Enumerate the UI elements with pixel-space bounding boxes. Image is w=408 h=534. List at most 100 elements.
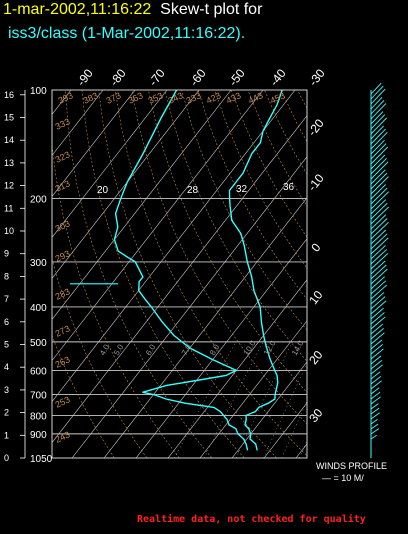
isotherm-line <box>52 115 307 444</box>
wind-barb <box>370 300 387 315</box>
pressure-label: 500 <box>30 338 47 349</box>
adiabat-label: 343 <box>167 90 185 105</box>
isotherm-line <box>52 90 104 156</box>
height-label: 11 <box>4 203 13 213</box>
height-label: 2 <box>4 408 9 418</box>
wind-barb <box>370 412 380 420</box>
wind-barb <box>370 176 389 195</box>
isotherm-label: -60 <box>187 66 209 89</box>
adiabat-label: 273 <box>54 323 72 338</box>
adiabat-label: 263 <box>54 354 72 369</box>
isotherm-line <box>52 90 232 321</box>
pressure-label: 900 <box>30 430 47 441</box>
wind-barb <box>370 157 387 175</box>
mixing-ratio-line <box>263 363 307 458</box>
isotherm-label: -90 <box>74 66 96 89</box>
isotherm-line <box>135 238 307 458</box>
wind-barb <box>370 355 382 365</box>
pressure-label: 400 <box>30 303 47 314</box>
height-label: 10 <box>4 226 14 236</box>
isotherm-line <box>231 361 307 458</box>
wind-barb <box>370 371 381 380</box>
isotherm-label: -70 <box>146 66 168 89</box>
dry-adiabat-line <box>114 90 307 457</box>
isotherm-line <box>103 197 307 458</box>
pressure-label: 700 <box>30 391 47 402</box>
adiabat-label: 353 <box>147 90 165 105</box>
title-text: Skew-t plot for <box>151 1 262 18</box>
isotherm-line <box>199 320 307 458</box>
isotherm-line <box>295 443 307 458</box>
wind-barb <box>370 199 387 215</box>
wind-barb <box>370 143 387 160</box>
adiabat-label: 433 <box>225 90 243 105</box>
dry-adiabat-line <box>81 90 245 458</box>
isotherm-line <box>52 90 136 197</box>
pressure-label: 300 <box>30 258 47 269</box>
wind-barb <box>370 187 388 205</box>
mixing-ratio-label: 32 <box>236 184 248 195</box>
dry-adiabat-line <box>264 90 307 175</box>
wind-barb <box>370 184 387 200</box>
wind-barb <box>370 253 389 270</box>
dry-adiabat-line <box>331 90 408 458</box>
height-label: 4 <box>4 362 9 372</box>
wind-barb <box>370 260 386 275</box>
wind-barb <box>370 237 389 255</box>
mixing-ratio-label: 28 <box>187 185 199 196</box>
wind-barb <box>370 284 388 300</box>
dry-adiabat-line <box>397 90 408 458</box>
wind-barb <box>370 99 385 115</box>
wind-profile <box>370 82 390 458</box>
title-datetime: 1-mar-2002,11:16:22 <box>3 1 152 18</box>
pressure-label: 200 <box>30 194 47 205</box>
adiabat-label: 303 <box>54 218 72 233</box>
adiabat-label: 393 <box>57 90 75 105</box>
wind-barb <box>370 328 384 340</box>
wind-barb <box>370 407 380 415</box>
wind-barb <box>370 221 389 240</box>
grid-layer <box>52 90 408 458</box>
isotherm-line <box>52 90 264 362</box>
wind-barb <box>370 245 386 260</box>
pressure-label: 1050 <box>30 454 53 465</box>
height-label: 7 <box>4 294 9 304</box>
mixing-ratio-line <box>235 341 293 458</box>
adiabat-label: 243 <box>54 429 72 444</box>
profile-layer <box>70 90 283 451</box>
wind-barb <box>370 359 383 370</box>
wind-barb <box>370 387 380 395</box>
chart-title: 1-mar-2002,11:16:22 Skew-t plot for <box>3 1 262 19</box>
dry-adiabat-line <box>52 140 180 458</box>
wind-barb <box>370 312 385 325</box>
height-label: 13 <box>4 158 14 168</box>
height-label: 16 <box>4 90 14 100</box>
wind-scale-label: — = 10 M/ <box>322 473 364 483</box>
dry-adiabat-line <box>297 90 307 110</box>
mixing-ratio-label: 36 <box>283 182 295 193</box>
wind-barb <box>370 85 384 100</box>
moist-adiabat-label: 5.0 <box>112 342 126 357</box>
wind-barb <box>370 96 383 110</box>
wind-barb <box>370 128 386 145</box>
isotherm-line <box>52 90 168 238</box>
wind-barb <box>370 103 387 120</box>
isotherm-line <box>52 90 200 280</box>
height-label: 0 <box>4 453 9 463</box>
quality-note: Realtime data, not checked for quality <box>137 514 366 525</box>
wind-barb <box>370 391 381 400</box>
wind-barb <box>370 434 377 440</box>
isotherm-line <box>52 90 296 403</box>
adiabat-label: 383 <box>82 90 100 105</box>
wind-barb <box>370 280 387 295</box>
wind-barb <box>370 419 378 425</box>
wind-barb <box>370 82 382 95</box>
dry-adiabat-line <box>314 90 408 458</box>
dry-adiabat-line <box>98 90 277 458</box>
pressure-label: 800 <box>30 411 47 422</box>
isotherm-line <box>328 90 408 458</box>
wind-barb <box>370 139 385 155</box>
wind-barb <box>370 316 386 330</box>
isotherm-label: -30 <box>306 66 328 89</box>
